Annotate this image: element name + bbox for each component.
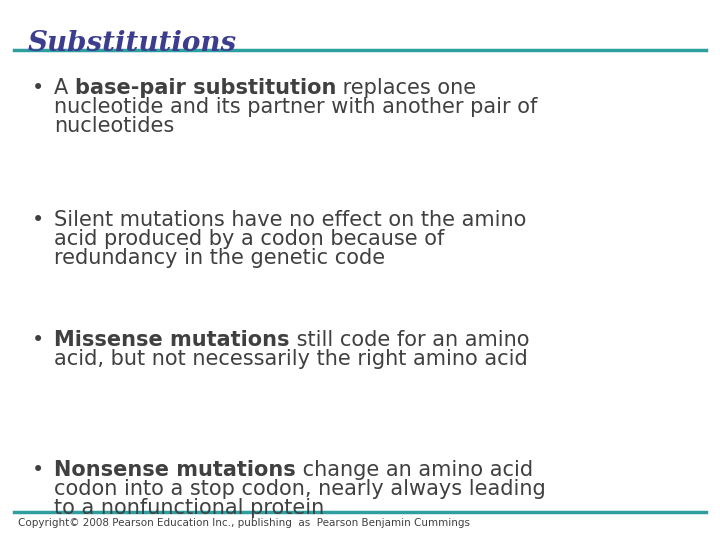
Text: Missense mutations: Missense mutations [54, 330, 289, 350]
Text: •: • [32, 330, 44, 350]
Text: •: • [32, 78, 44, 98]
Text: replaces one: replaces one [336, 78, 477, 98]
Text: •: • [32, 460, 44, 480]
Text: to a nonfunctional protein: to a nonfunctional protein [54, 498, 324, 518]
Text: Substitutions: Substitutions [28, 30, 237, 57]
Text: nucleotide and its partner with another pair of: nucleotide and its partner with another … [54, 97, 537, 117]
Text: •: • [32, 210, 44, 230]
Text: acid produced by a codon because of: acid produced by a codon because of [54, 229, 444, 249]
Text: Copyright© 2008 Pearson Education Inc., publishing  as  Pearson Benjamin Cumming: Copyright© 2008 Pearson Education Inc., … [18, 518, 470, 528]
Text: codon into a stop codon, nearly always leading: codon into a stop codon, nearly always l… [54, 479, 546, 499]
Text: redundancy in the genetic code: redundancy in the genetic code [54, 248, 385, 268]
Text: base-pair substitution: base-pair substitution [75, 78, 336, 98]
Text: nucleotides: nucleotides [54, 116, 174, 136]
Text: change an amino acid: change an amino acid [296, 460, 533, 480]
Text: acid, but not necessarily the right amino acid: acid, but not necessarily the right amin… [54, 349, 528, 369]
Text: Nonsense mutations: Nonsense mutations [54, 460, 296, 480]
Text: A: A [54, 78, 75, 98]
Text: Silent mutations have no effect on the amino: Silent mutations have no effect on the a… [54, 210, 526, 230]
Text: still code for an amino: still code for an amino [289, 330, 529, 350]
